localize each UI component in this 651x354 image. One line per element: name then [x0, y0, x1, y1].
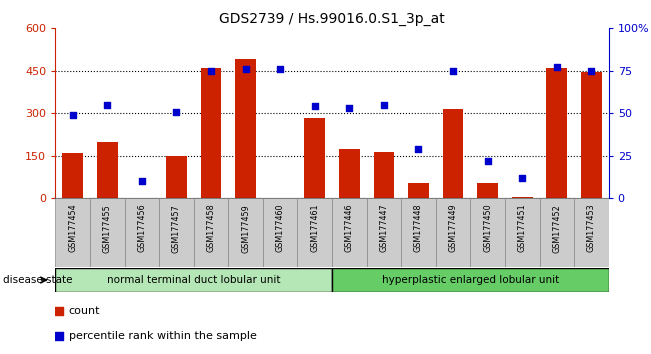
- Bar: [436, 198, 470, 267]
- Bar: [229, 198, 263, 267]
- Text: percentile rank within the sample: percentile rank within the sample: [68, 331, 256, 341]
- Bar: [512, 197, 533, 198]
- Text: GSM177454: GSM177454: [68, 204, 77, 252]
- Text: GSM177446: GSM177446: [345, 204, 353, 252]
- Bar: [339, 149, 359, 198]
- Point: [275, 66, 285, 72]
- Point: [137, 178, 147, 184]
- Text: count: count: [68, 306, 100, 316]
- Bar: [62, 153, 83, 198]
- Bar: [408, 183, 429, 198]
- Text: GSM177455: GSM177455: [103, 204, 112, 252]
- Point: [448, 68, 458, 74]
- Text: GSM177450: GSM177450: [483, 204, 492, 252]
- Text: normal terminal duct lobular unit: normal terminal duct lobular unit: [107, 275, 281, 285]
- Point: [379, 102, 389, 108]
- Point: [53, 308, 64, 314]
- Bar: [477, 183, 498, 198]
- Point: [517, 175, 527, 181]
- Point: [586, 68, 596, 74]
- Bar: [90, 198, 124, 267]
- Point: [53, 333, 64, 339]
- Point: [171, 109, 182, 114]
- Bar: [540, 198, 574, 267]
- Bar: [505, 198, 540, 267]
- Text: GSM177460: GSM177460: [275, 204, 284, 252]
- Point: [413, 146, 424, 152]
- Text: disease state: disease state: [3, 275, 73, 285]
- Text: GSM177458: GSM177458: [206, 204, 215, 252]
- Bar: [166, 156, 187, 198]
- Point: [551, 64, 562, 70]
- Bar: [581, 72, 602, 198]
- Bar: [367, 198, 401, 267]
- Bar: [194, 198, 229, 267]
- Point: [309, 104, 320, 109]
- Text: hyperplastic enlarged lobular unit: hyperplastic enlarged lobular unit: [381, 275, 559, 285]
- Bar: [574, 198, 609, 267]
- Bar: [305, 118, 325, 198]
- Bar: [298, 198, 332, 267]
- Bar: [55, 268, 332, 292]
- Point: [344, 105, 355, 111]
- Point: [206, 68, 216, 74]
- Bar: [374, 152, 395, 198]
- Text: GSM177453: GSM177453: [587, 204, 596, 252]
- Bar: [546, 68, 567, 198]
- Bar: [235, 59, 256, 198]
- Point: [240, 66, 251, 72]
- Bar: [401, 198, 436, 267]
- Text: GSM177459: GSM177459: [241, 204, 250, 252]
- Text: GSM177457: GSM177457: [172, 204, 181, 252]
- Point: [68, 112, 78, 118]
- Text: GSM177452: GSM177452: [552, 204, 561, 252]
- Bar: [201, 68, 221, 198]
- Point: [482, 158, 493, 164]
- Bar: [332, 268, 609, 292]
- Bar: [97, 142, 118, 198]
- Point: [102, 102, 113, 108]
- Text: GSM177461: GSM177461: [311, 204, 319, 252]
- Bar: [159, 198, 194, 267]
- Text: GSM177449: GSM177449: [449, 204, 458, 252]
- Text: GSM177456: GSM177456: [137, 204, 146, 252]
- Title: GDS2739 / Hs.99016.0.S1_3p_at: GDS2739 / Hs.99016.0.S1_3p_at: [219, 12, 445, 26]
- Bar: [332, 198, 367, 267]
- Bar: [470, 198, 505, 267]
- Bar: [263, 198, 298, 267]
- Text: GSM177447: GSM177447: [380, 204, 389, 252]
- Bar: [443, 109, 464, 198]
- Text: GSM177451: GSM177451: [518, 204, 527, 252]
- Bar: [55, 198, 90, 267]
- Bar: [124, 198, 159, 267]
- Text: GSM177448: GSM177448: [414, 204, 423, 252]
